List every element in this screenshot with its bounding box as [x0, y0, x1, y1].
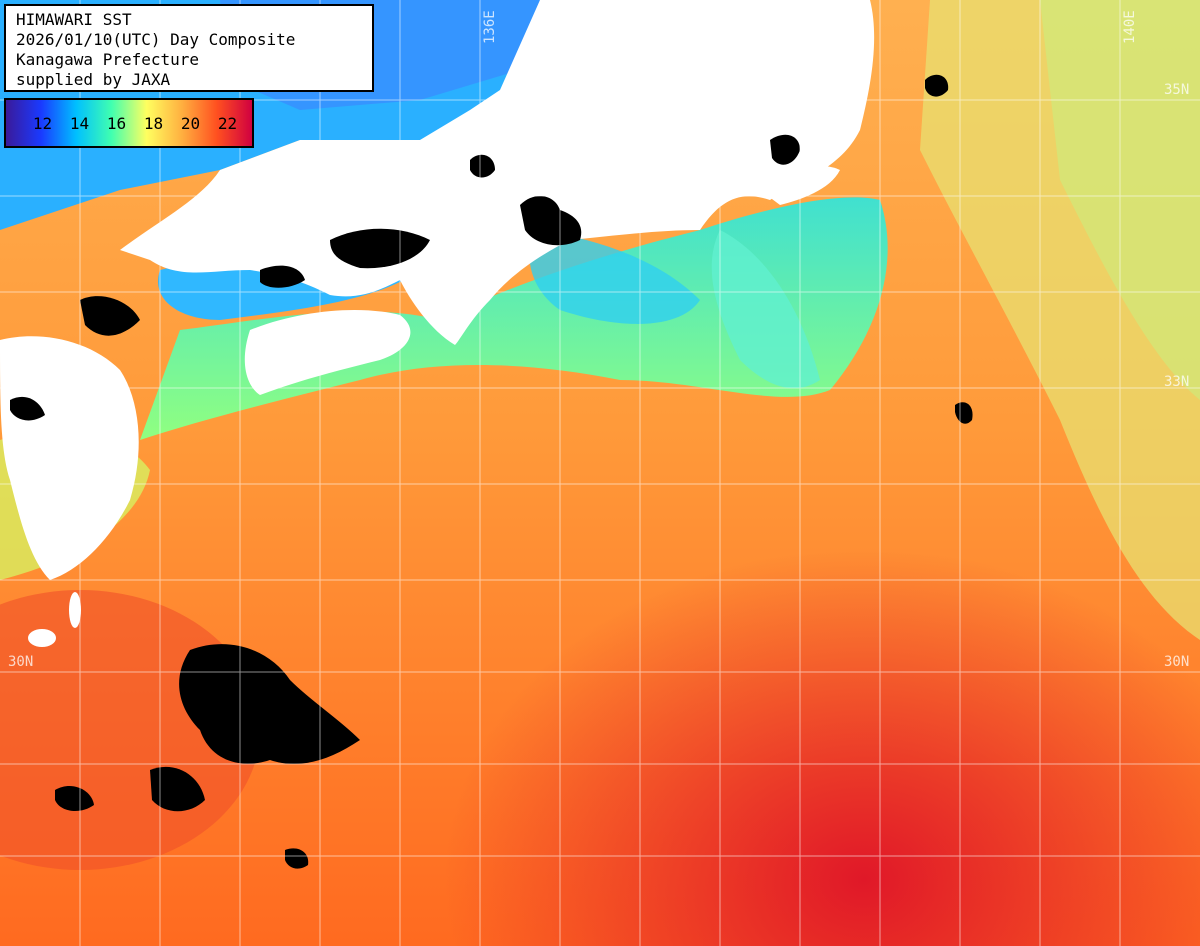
lat-label-30n-left: 30N	[8, 654, 34, 670]
legend-tick: 18	[143, 113, 164, 133]
legend-tick: 12	[32, 113, 53, 133]
lat-label-35n-right: 35N	[1164, 82, 1190, 98]
map-title-box: HIMAWARI SST 2026/01/10(UTC) Day Composi…	[4, 4, 374, 92]
honshu-land	[120, 0, 875, 345]
legend-tick: 20	[180, 113, 201, 133]
lat-label-33n-left: 33N	[8, 374, 34, 390]
cool-tongue	[711, 230, 820, 389]
lat-label-33n-right: 33N	[1164, 374, 1190, 390]
lat-label-30n-right: 30N	[1164, 654, 1190, 670]
legend-tick: 16	[106, 113, 127, 133]
title-line-credit: supplied by JAXA	[16, 70, 171, 89]
kyushu-land	[0, 336, 139, 580]
legend-tick: 14	[69, 113, 90, 133]
temperature-color-legend: 12 14 16 18 20 22	[4, 98, 254, 148]
island	[69, 592, 81, 628]
title-line-region: Kanagawa Prefecture	[16, 50, 200, 69]
title-line-date: 2026/01/10(UTC) Day Composite	[16, 30, 296, 49]
title-line-product: HIMAWARI SST	[16, 10, 132, 29]
lon-label-140e: 140E	[1122, 10, 1138, 44]
shikoku-land	[244, 310, 411, 395]
cool-coastal-band	[140, 197, 888, 440]
island	[28, 629, 56, 647]
cool-bay	[529, 230, 700, 324]
no-data-patches	[10, 74, 973, 869]
legend-tick: 22	[217, 113, 238, 133]
lon-label-136e: 136E	[482, 10, 498, 44]
